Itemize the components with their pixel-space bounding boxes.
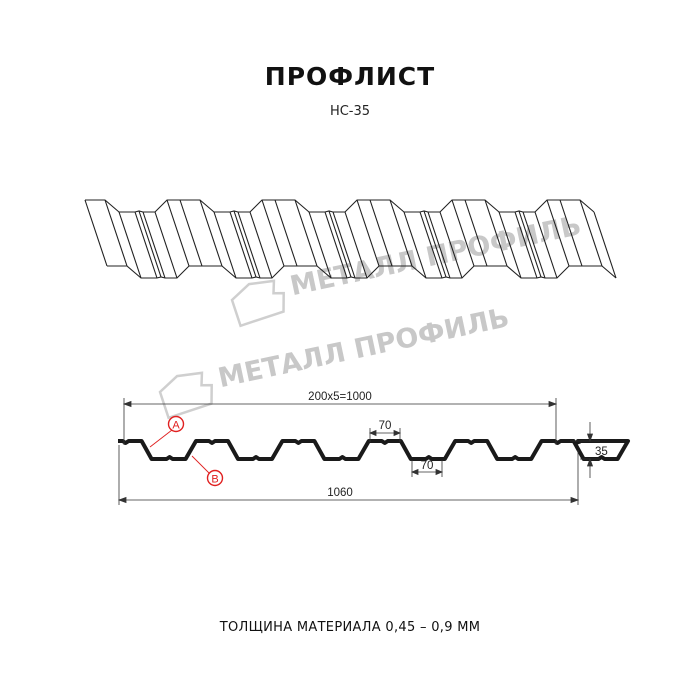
sheet-edge [85,199,595,213]
sheet-fold-line [522,211,546,279]
sheet-fold-line [498,211,522,279]
sheet-fold-line [213,211,237,279]
sheet-fold-line [249,211,273,279]
sheet-fold-line [199,199,223,267]
sheet-fold-line [344,211,368,279]
sheet-fold-line [546,199,570,267]
sheet-fold-line [233,210,257,278]
sheet-fold-line [451,199,475,267]
marker-b: B [191,455,224,487]
sheet-fold-line [118,211,142,279]
sheet-fold-line [579,199,603,267]
material-thickness: ТОЛЩИНА МАТЕРИАЛА 0,45 – 0,9 ММ [219,620,481,635]
sheet-fold-line [389,199,413,267]
sheet-fold-line [484,199,508,267]
sheet-fold-line [534,211,558,279]
total-width-dimension: 1060 [327,487,353,499]
sheet-fold-line [104,199,128,267]
sheet-fold-line [593,211,617,279]
marker-a: A [149,415,185,448]
sheet-fold-line [154,211,178,279]
sheet-fold-line [439,211,463,279]
height-dimension: 35 [595,446,608,458]
sheet-fold-line [138,210,162,278]
dimension-lines [117,398,600,505]
bottom-width-dimension: 70 [421,460,434,472]
sheet-fold-line [142,211,166,279]
sheet-fold-line [134,211,158,279]
sheet-fold-line [261,199,285,267]
profile-section [118,439,630,461]
sheet-fold-line [332,211,356,279]
watermark-text: МЕТАЛЛ ПРОФИЛЬ [215,302,512,394]
sheet-fold-line [518,210,542,278]
sheet-fold-line [308,211,332,279]
product-model: НС-35 [329,104,371,119]
page-title: ПРОФЛИСТ [264,62,436,91]
sheet-fold-line [179,199,203,267]
sheet-fold-line [294,199,318,267]
sheet-fold-line [84,199,108,267]
sheet-fold-line [423,210,447,278]
sheet-fold-line [419,211,443,279]
sheet-fold-line [356,199,380,267]
pitch-dimension: 200x5=1000 [308,391,372,403]
sheet-fold-line [369,199,393,267]
sheet-fold-line [403,211,427,279]
sheet-fold-line [274,199,298,267]
top-width-dimension: 70 [379,420,392,432]
sheet-fold-line [166,199,190,267]
sheet-fold-line [464,199,488,267]
sheet-fold-line [328,210,352,278]
sheet-fold-line [559,199,583,267]
sheet-fold-line [229,211,253,279]
marker-a-label: A [172,420,180,432]
sheet-fold-line [324,211,348,279]
sheet-fold-line [237,211,261,279]
sheet-3d-view [84,199,617,279]
sheet-fold-line [514,211,538,279]
marker-b-label: B [211,474,218,486]
sheet-fold-line [427,211,451,279]
